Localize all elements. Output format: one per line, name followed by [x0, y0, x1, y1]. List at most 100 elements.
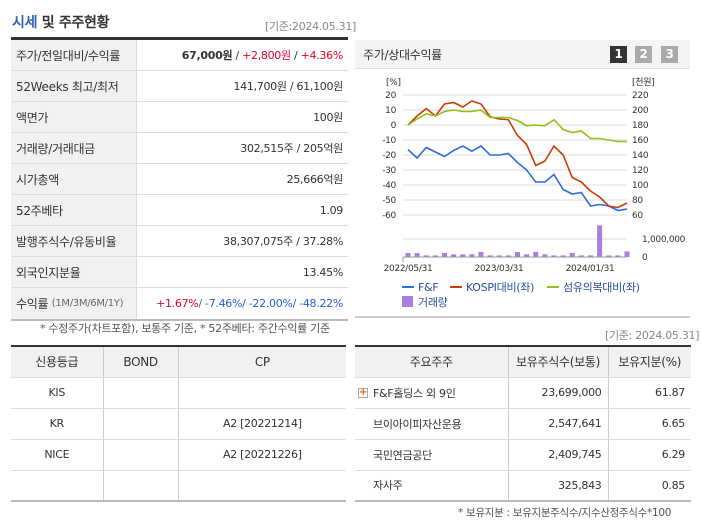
col-header: 주요주주	[355, 346, 509, 378]
return-6m: / -22.00%	[242, 297, 293, 310]
chart-tab-3[interactable]: 3	[661, 46, 678, 63]
shares: 2,409,745	[508, 439, 609, 471]
cp	[178, 377, 346, 409]
volume-bar	[569, 253, 575, 257]
row-value: 25,666억원	[286, 173, 344, 186]
table-row: 시가총액 25,666억원	[11, 164, 348, 195]
table-row: 52Weeks 최고/최저 141,700원 / 61,100원	[11, 71, 348, 102]
y-tick-label: -50	[382, 196, 396, 206]
volume-bar	[551, 255, 557, 257]
holders-note: * 보유지분 : 보유지분주식수/지수산정주식수*100	[458, 507, 672, 519]
series-line	[407, 109, 627, 143]
expand-plus-icon[interactable]: +	[358, 386, 368, 398]
agency: KIS	[11, 377, 104, 409]
y-tick-label: -60	[382, 211, 396, 221]
base-date: [기준:2024.05.31]	[265, 20, 357, 33]
volume-bar	[451, 254, 457, 257]
right-unit: [천원]	[632, 77, 654, 88]
volume-bar	[606, 255, 612, 257]
volume-bar	[588, 255, 593, 257]
table-row: KIS	[11, 377, 346, 409]
holders-date: [기준: 2024.05.31]	[605, 329, 700, 342]
divider	[355, 316, 690, 318]
table-row: KR A2 [20221214]	[11, 408, 346, 440]
volume-bar	[442, 253, 447, 257]
stake: 6.29	[608, 439, 691, 471]
table-row: 액면가 100원	[11, 102, 348, 133]
sep: /	[290, 49, 301, 62]
x-tick-label: 2024/01/31	[566, 264, 615, 274]
holder-name: 국민연금공단	[355, 439, 509, 471]
volume-tick: 0	[642, 253, 648, 263]
cp: A2 [20221226]	[178, 439, 346, 471]
y2-tick-label: 100	[632, 181, 649, 191]
volume-bar	[560, 255, 566, 257]
row-label: 거래량/거래대금	[11, 133, 137, 163]
table-row: 주가/전일대비/수익률 67,000원 / +2,800원 / +4.36%	[11, 40, 348, 71]
shares: 325,843	[508, 470, 609, 502]
label-sub: (1M/3M/6M/1Y)	[51, 298, 124, 309]
y-tick-label: -10	[382, 136, 396, 146]
row-value: 1.09	[319, 203, 344, 217]
legend-textile: 섬유의복대비(좌)	[563, 281, 640, 294]
chart-panel: 주가/상대수익률 1 2 3 [%] [천원] 20 220 10 200 0 180 -1…	[355, 40, 701, 320]
col-header: 보유지분(%)	[608, 346, 691, 378]
col-header: 신용등급	[11, 346, 104, 378]
y-tick-label: 10	[385, 106, 396, 116]
volume-bar	[469, 254, 475, 257]
volume-bar	[597, 225, 603, 257]
x-tick-label: 2022/05/31	[384, 264, 433, 274]
table-row	[11, 470, 346, 502]
y2-tick-label: 60	[632, 211, 643, 221]
table-row: 브이아이피자산운용 2,547,641 6.65	[355, 408, 691, 440]
col-header: CP	[178, 346, 346, 378]
volume-bar	[460, 254, 466, 257]
holder-name: 자사주	[355, 470, 509, 502]
chart-tab-2[interactable]: 2	[635, 46, 652, 63]
bond	[103, 439, 179, 471]
row-value: 302,515주 / 205억원	[240, 142, 343, 155]
volume-bar	[405, 253, 411, 257]
legend-kospi: KOSPI대비(좌)	[466, 281, 534, 294]
return-3m: / -7.46%	[198, 297, 243, 310]
bond	[103, 377, 179, 409]
shares: 2,547,641	[508, 408, 609, 440]
left-unit: [%]	[386, 78, 401, 88]
return-1m: +1.67%	[156, 297, 199, 310]
row-label: 액면가	[11, 102, 137, 132]
empty-cell	[11, 470, 104, 502]
row-label: 외국인지분율	[11, 257, 137, 287]
credit-rating-table: 신용등급 BOND CP KIS KR A2 [20221214] NICE A2 [2…	[11, 345, 346, 502]
agency: NICE	[11, 439, 104, 471]
bond	[103, 408, 179, 440]
volume-bar	[432, 255, 438, 257]
x-tick-label: 2023/03/31	[475, 264, 524, 274]
col-header: 보유주식수(보통)	[508, 346, 609, 378]
price-table: 주가/전일대비/수익률 67,000원 / +2,800원 / +4.36% 52…	[11, 37, 348, 321]
chart-tab-1[interactable]: 1	[610, 46, 627, 63]
row-value: 141,700원 / 61,100원	[233, 80, 343, 93]
stake: 6.65	[608, 408, 691, 440]
volume-bar	[496, 255, 502, 257]
holder-name: F&F홀딩스 외 9인	[373, 386, 456, 400]
price-chart: [%] [천원] 20 220 10 200 0 180 -10 160 -20 140 -30 12…	[382, 77, 686, 309]
row-label: 주가/전일대비/수익률	[11, 40, 137, 70]
row-label: 수익률 (1M/3M/6M/1Y)	[11, 288, 137, 319]
major-shareholders-table: 주요주주 보유주식수(보통) 보유지분(%) + F&F홀딩스 외 9인 23,699,…	[355, 345, 691, 502]
volume-bar	[615, 255, 621, 257]
row-label: 52Weeks 최고/최저	[11, 71, 137, 101]
series-line	[407, 100, 628, 209]
table-row: 52주베타 1.09	[11, 195, 348, 226]
volume-bar	[515, 251, 520, 257]
sep: /	[232, 49, 243, 62]
volume-bar	[414, 253, 420, 257]
row-label: 52주베타	[11, 195, 137, 225]
stake: 0.85	[608, 470, 691, 502]
series-line	[407, 145, 628, 212]
section-title: 시세 및 주주현황	[12, 15, 110, 31]
y2-tick-label: 180	[632, 121, 649, 131]
y-tick-label: -30	[382, 166, 396, 176]
empty-cell	[103, 470, 179, 502]
stake: 61.87	[608, 377, 691, 409]
y2-tick-label: 220	[632, 91, 649, 101]
